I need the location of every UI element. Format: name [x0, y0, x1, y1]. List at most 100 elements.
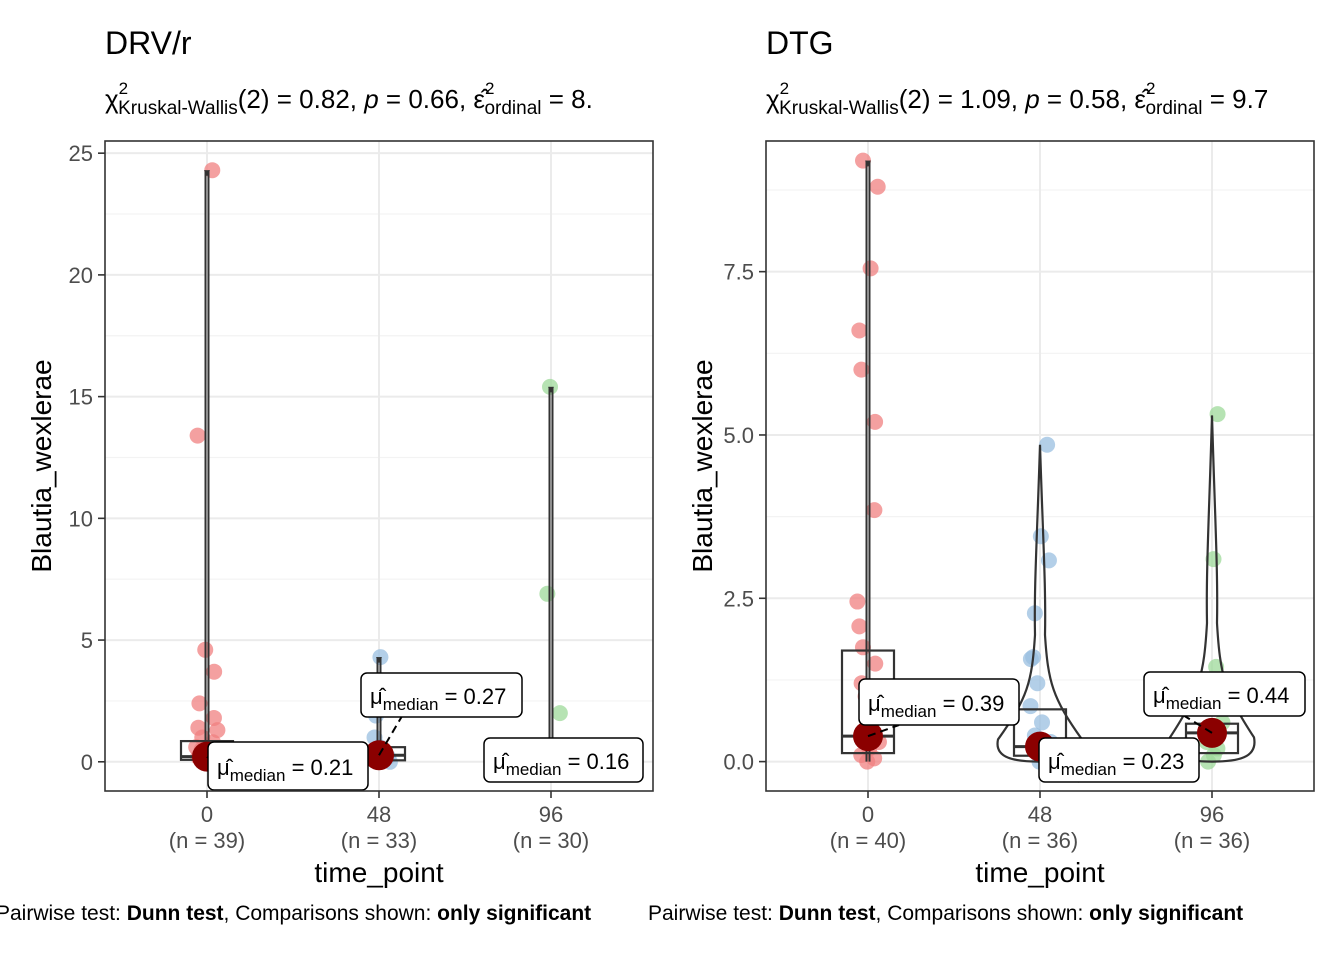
- x-n-label: (n = 39): [169, 828, 245, 853]
- median-label-leader: [867, 724, 900, 738]
- median-label: μ̂median = 0.44: [1153, 683, 1289, 713]
- effect-sub: ordinal: [1145, 98, 1202, 119]
- x-n-label: (n = 33): [341, 828, 417, 853]
- data-point: [206, 663, 223, 680]
- mu-symbol: μ̂: [217, 755, 234, 780]
- x-n-label: (n = 36): [1174, 828, 1250, 853]
- mu-symbol: μ̂: [1153, 683, 1170, 708]
- stat-symbol: χ: [766, 84, 780, 114]
- mu-sub: median: [230, 766, 286, 785]
- data-point: [209, 722, 226, 739]
- mu-symbol: μ̂: [370, 684, 387, 709]
- data-point: [189, 427, 206, 444]
- chart-panel-0: DRV/r χ2 Kruskal-Wallis(2) = 0.82, p = 0.6…: [0, 25, 654, 925]
- stat-sub: Kruskal-Wallis: [779, 98, 899, 119]
- caption-middle: , Comparisons shown:: [224, 902, 438, 925]
- violin-tip: [548, 386, 554, 393]
- violin-96: [548, 386, 554, 762]
- chart-panel-1: DTG χ2 Kruskal-Wallis(2) = 1.09, p = 0.58,…: [648, 25, 1315, 925]
- violin-tip: [204, 170, 210, 177]
- data-point: [1029, 675, 1046, 692]
- violin-0: [204, 170, 210, 762]
- data-point: [1032, 528, 1049, 545]
- x-n-label: (n = 30): [513, 828, 589, 853]
- data-point: [551, 705, 568, 722]
- x-axis-title: time_point: [314, 857, 443, 888]
- chart-title: DTG: [766, 25, 834, 61]
- violin-96: [1168, 415, 1256, 763]
- stat-df: (2) = 0.82,: [238, 84, 364, 114]
- data-point: [867, 413, 884, 430]
- median-label-leader: [1183, 715, 1213, 734]
- y-tick-label: 10: [69, 506, 93, 531]
- median-label-leader: [378, 716, 403, 756]
- data-point: [1039, 436, 1056, 453]
- median-value: = 0.16: [561, 749, 629, 774]
- x-tick-label: 0: [862, 802, 874, 827]
- mu-symbol: μ̂: [868, 691, 885, 716]
- median-label: μ̂median = 0.23: [1048, 749, 1184, 779]
- mu-symbol: μ̂: [1048, 749, 1065, 774]
- data-point: [1022, 651, 1039, 668]
- data-point: [867, 655, 884, 672]
- p-label: p: [363, 84, 378, 114]
- y-axis-title: Blautia_wexlerae: [687, 359, 718, 572]
- median-label-box: [483, 737, 644, 783]
- median-value: = 0.21: [285, 755, 353, 780]
- stat-sup: 2: [119, 79, 128, 98]
- data-point: [1034, 714, 1051, 731]
- y-tick-label: 0.0: [723, 750, 754, 775]
- stat-sup: 2: [780, 79, 789, 98]
- median-label-box: [858, 678, 1020, 726]
- mu-sub: median: [881, 702, 937, 721]
- chart-caption: Pairwise test: Dunn test, Comparisons sh…: [0, 902, 591, 925]
- y-tick-label: 5.0: [723, 423, 754, 448]
- chart-subtitle: χ2 Kruskal-Wallis(2) = 1.09, p = 0.58, ε̂…: [766, 79, 1268, 119]
- y-tick-label: 0: [81, 750, 93, 775]
- median-label-box: [207, 741, 369, 791]
- stat-df: (2) = 1.09,: [899, 84, 1025, 114]
- y-tick-label: 15: [69, 385, 93, 410]
- chart-subtitle: χ2 Kruskal-Wallis(2) = 0.82, p = 0.66, ε̂…: [105, 79, 593, 119]
- x-tick-label: 48: [367, 802, 391, 827]
- y-tick-label: 5: [81, 628, 93, 653]
- y-tick-label: 2.5: [723, 586, 754, 611]
- x-tick-label: 96: [539, 802, 563, 827]
- x-tick-label: 0: [201, 802, 213, 827]
- data-point: [849, 593, 866, 610]
- violin-tip: [865, 160, 871, 167]
- x-n-label: (n = 36): [1002, 828, 1078, 853]
- caption-shown: only significant: [1089, 902, 1243, 925]
- data-point: [869, 178, 886, 195]
- effect-sub: ordinal: [484, 98, 541, 119]
- p-value: = 0.66,: [379, 84, 474, 114]
- violin-0: [865, 160, 871, 762]
- chart-title: DRV/r: [105, 25, 192, 61]
- effect-sup: 2: [1146, 79, 1155, 98]
- median-label: μ̂median = 0.21: [217, 755, 353, 785]
- caption-test: Dunn test: [127, 902, 224, 925]
- stat-symbol: χ: [105, 84, 119, 114]
- x-tick-label: 96: [1200, 802, 1224, 827]
- effect-value: = 9.7: [1203, 84, 1269, 114]
- chart-caption: Pairwise test: Dunn test, Comparisons sh…: [648, 902, 1243, 925]
- median-value: = 0.39: [936, 691, 1004, 716]
- data-point: [851, 618, 868, 635]
- median-label-box: [360, 672, 523, 718]
- data-point: [191, 695, 208, 712]
- data-point: [862, 260, 879, 277]
- caption-shown: only significant: [437, 902, 591, 925]
- stat-sub: Kruskal-Wallis: [118, 98, 238, 119]
- violin-tip: [376, 657, 382, 664]
- data-point: [1209, 406, 1226, 423]
- median-label-box: [1038, 737, 1200, 783]
- y-tick-label: 20: [69, 263, 93, 288]
- effect-value: = 8.: [542, 84, 593, 114]
- mu-sub: median: [506, 760, 562, 779]
- data-point: [853, 361, 870, 378]
- y-axis-title: Blautia_wexlerae: [26, 359, 57, 572]
- mu-sub: median: [1061, 760, 1117, 779]
- y-tick-label: 25: [69, 141, 93, 166]
